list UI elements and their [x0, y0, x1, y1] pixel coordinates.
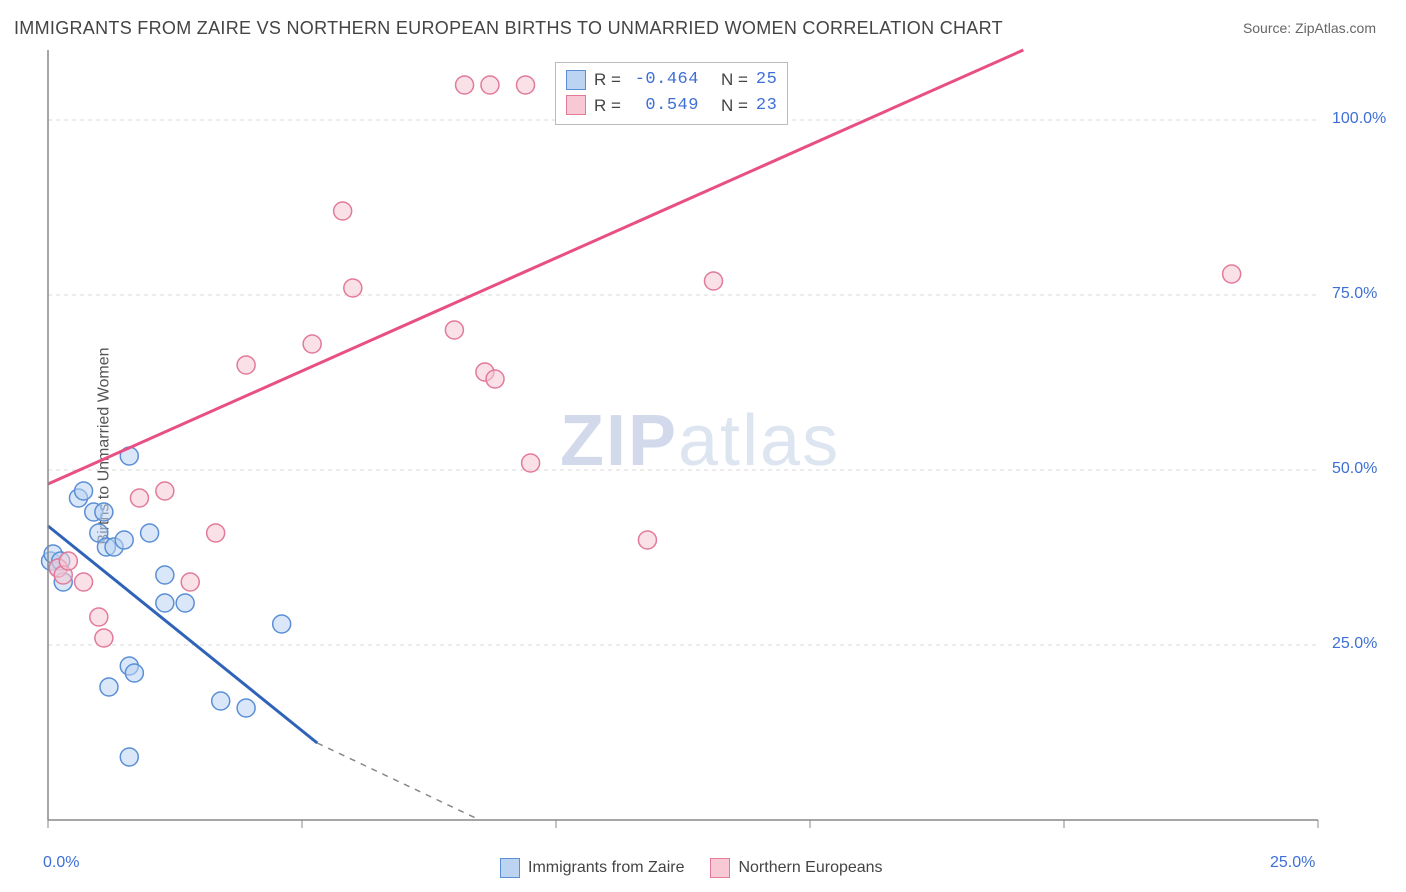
data-point-neur — [59, 552, 77, 570]
legend-item-neur[interactable]: Northern Europeans — [710, 858, 882, 878]
data-point-neur — [704, 272, 722, 290]
trendline-extrapolation — [317, 743, 480, 820]
data-point-neur — [481, 76, 499, 94]
scatter-chart — [0, 0, 1406, 892]
data-point-neur — [638, 531, 656, 549]
data-point-neur — [1223, 265, 1241, 283]
data-point-neur — [237, 356, 255, 374]
stats-n-label: N = — [721, 93, 748, 119]
trendline-zaire — [48, 526, 317, 743]
stats-n-value-neur: 23 — [756, 93, 777, 119]
legend-label-zaire: Immigrants from Zaire — [528, 859, 684, 877]
data-point-zaire — [156, 594, 174, 612]
data-point-zaire — [100, 678, 118, 696]
data-point-neur — [334, 202, 352, 220]
stats-row-neur: R = 0.549 N = 23 — [566, 93, 777, 119]
legend-item-zaire[interactable]: Immigrants from Zaire — [500, 858, 684, 878]
legend-swatch-zaire — [500, 858, 520, 878]
data-point-zaire — [156, 566, 174, 584]
y-tick-label: 100.0% — [1332, 110, 1386, 128]
data-point-neur — [75, 573, 93, 591]
data-point-neur — [207, 524, 225, 542]
data-point-zaire — [75, 482, 93, 500]
data-point-neur — [181, 573, 199, 591]
x-tick-label: 25.0% — [1270, 854, 1315, 872]
data-point-zaire — [237, 699, 255, 717]
data-point-neur — [486, 370, 504, 388]
legend-swatch-neur — [710, 858, 730, 878]
data-point-zaire — [120, 748, 138, 766]
data-point-zaire — [125, 664, 143, 682]
data-point-neur — [344, 279, 362, 297]
chart-legend: Immigrants from Zaire Northern Europeans — [500, 858, 883, 878]
data-point-neur — [522, 454, 540, 472]
stats-row-zaire: R = -0.464 N = 25 — [566, 67, 777, 93]
stats-swatch-neur — [566, 95, 586, 115]
y-tick-label: 75.0% — [1332, 285, 1377, 303]
y-tick-label: 50.0% — [1332, 460, 1377, 478]
trendline-neur — [48, 50, 1023, 484]
legend-label-neur: Northern Europeans — [738, 859, 882, 877]
data-point-neur — [130, 489, 148, 507]
data-point-neur — [517, 76, 535, 94]
data-point-neur — [303, 335, 321, 353]
stats-r-value-neur: 0.549 — [629, 93, 699, 119]
stats-r-value-zaire: -0.464 — [629, 67, 699, 93]
data-point-neur — [156, 482, 174, 500]
correlation-stats-box: R = -0.464 N = 25 R = 0.549 N = 23 — [555, 62, 788, 125]
data-point-zaire — [115, 531, 133, 549]
stats-n-value-zaire: 25 — [756, 67, 777, 93]
data-point-zaire — [95, 503, 113, 521]
data-point-zaire — [176, 594, 194, 612]
data-point-neur — [95, 629, 113, 647]
stats-r-label: R = — [594, 67, 621, 93]
stats-n-label: N = — [721, 67, 748, 93]
data-point-neur — [456, 76, 474, 94]
data-point-zaire — [141, 524, 159, 542]
data-point-zaire — [273, 615, 291, 633]
data-point-neur — [445, 321, 463, 339]
stats-swatch-zaire — [566, 70, 586, 90]
data-point-neur — [90, 608, 108, 626]
data-point-zaire — [212, 692, 230, 710]
y-tick-label: 25.0% — [1332, 635, 1377, 653]
stats-r-label: R = — [594, 93, 621, 119]
x-tick-label: 0.0% — [43, 854, 79, 872]
